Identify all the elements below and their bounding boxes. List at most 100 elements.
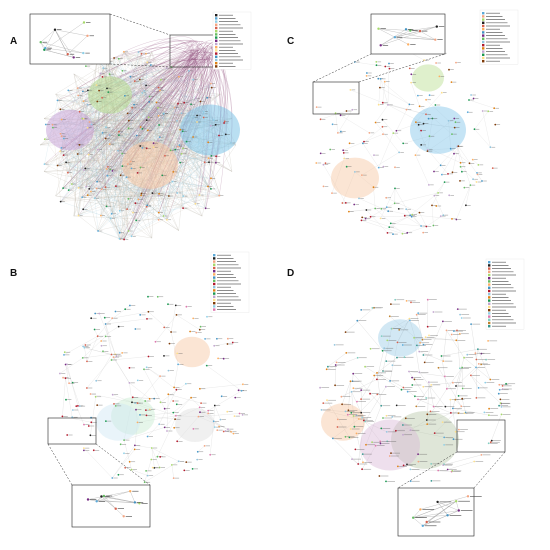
network-node [499, 398, 502, 401]
legend-swatch [482, 56, 485, 60]
legend-box [479, 9, 519, 65]
network-node [460, 405, 463, 408]
network-edge [356, 433, 364, 463]
network-edge [71, 51, 125, 185]
panel-b-nodes [59, 295, 249, 484]
hub-edge [128, 45, 193, 232]
network-edge [375, 122, 400, 153]
network-node [60, 135, 63, 138]
network-edge [197, 445, 205, 452]
network-node [443, 181, 446, 184]
network-node [156, 295, 159, 298]
network-node [419, 341, 421, 344]
network-edge [433, 146, 458, 172]
network-node [334, 112, 337, 115]
cluster-halo [122, 141, 178, 189]
network-node [389, 380, 391, 382]
network-node [385, 206, 388, 209]
panel-c-zoom-inset [312, 13, 446, 115]
inset-edge [410, 26, 437, 31]
network-node [207, 412, 210, 415]
network-node [487, 442, 490, 445]
network-node [349, 380, 352, 383]
network-node [358, 197, 360, 200]
network-node [237, 389, 240, 392]
network-node [459, 161, 462, 164]
network-node [81, 196, 84, 199]
network-node [159, 89, 161, 92]
hub-edge [143, 39, 213, 92]
network-edge [198, 413, 240, 417]
network-node [352, 415, 355, 417]
network-node [77, 405, 79, 407]
panel-a-legend [212, 11, 252, 70]
network-node [157, 194, 160, 197]
network-node [326, 399, 328, 402]
zoom-inset-box [29, 13, 111, 65]
inset-node [393, 36, 397, 39]
network-edge [410, 82, 420, 107]
network-node [339, 114, 342, 117]
network-node [442, 214, 445, 217]
inset-node [425, 520, 428, 524]
network-node [118, 237, 121, 240]
panel-a-nodes [43, 50, 236, 241]
network-node [139, 108, 141, 111]
network-node [475, 366, 477, 369]
network-node [387, 210, 390, 213]
network-edge [378, 78, 410, 105]
network-node [445, 329, 448, 332]
panel-d-zoom-inset [397, 419, 506, 537]
network-node [152, 146, 155, 149]
hub-edge [127, 51, 192, 114]
legend-swatch [213, 273, 216, 276]
network-node [420, 144, 423, 146]
network-node [198, 406, 201, 409]
network-edge [425, 337, 457, 341]
network-node [148, 408, 151, 411]
network-node [437, 469, 440, 472]
legend-swatch [488, 309, 491, 312]
inset-edge [44, 49, 74, 58]
network-node [128, 382, 131, 384]
inset-edge [394, 26, 437, 38]
network-node [90, 421, 93, 424]
network-node [78, 144, 81, 146]
network-edge [66, 162, 128, 210]
network-node [331, 123, 334, 126]
network-node [146, 129, 149, 132]
network-edge [456, 330, 461, 369]
network-node [85, 185, 88, 188]
panel-b-edges [59, 305, 243, 483]
network-node [475, 181, 478, 183]
hub-edge [100, 51, 209, 74]
network-node [341, 403, 343, 406]
network-edge [415, 122, 422, 131]
network-node [437, 192, 439, 194]
legend-swatch [482, 40, 485, 44]
network-edge [382, 81, 385, 103]
legend-swatch [215, 42, 218, 46]
network-edge [345, 307, 375, 333]
network-node [343, 157, 346, 160]
legend-swatch [213, 292, 216, 295]
zoom-connector [473, 451, 506, 489]
network-edge [43, 151, 61, 172]
network-node [395, 429, 397, 432]
network-node [158, 423, 161, 426]
network-node [113, 403, 115, 405]
network-edge [412, 214, 453, 220]
network-edge [105, 305, 130, 325]
legend-swatch [488, 270, 491, 273]
inset-edge [103, 495, 116, 509]
inset-node [457, 509, 460, 512]
network-node [118, 209, 121, 212]
network-node [156, 455, 159, 458]
network-node [386, 232, 389, 234]
network-node [377, 103, 380, 106]
network-node [111, 170, 114, 172]
zoom-connector [109, 13, 171, 36]
network-node [404, 417, 407, 420]
network-node [356, 356, 359, 359]
network-node [158, 192, 161, 195]
